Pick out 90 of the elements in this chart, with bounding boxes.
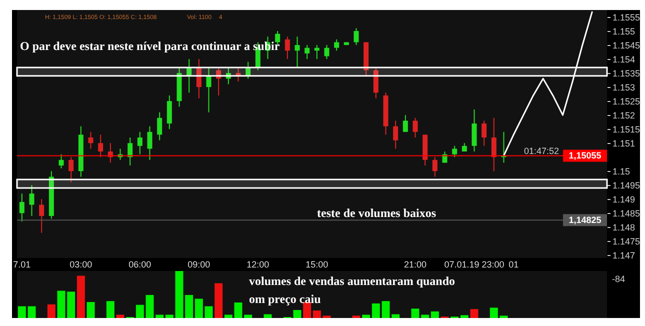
candlestick <box>226 66 231 85</box>
candlestick <box>147 126 152 160</box>
y-tick-label: 1.1545 <box>612 40 640 51</box>
candlestick <box>284 36 290 60</box>
bar <box>76 276 85 318</box>
bar <box>194 298 203 318</box>
bar <box>224 314 232 318</box>
bar <box>28 306 36 318</box>
bar <box>490 308 498 318</box>
x-tick-label: 06:00 <box>128 260 152 270</box>
candlestick <box>393 120 398 150</box>
candlestick <box>402 114 408 132</box>
annotation: teste de volumes baixos <box>317 206 436 220</box>
y-tick-label: 1.1525 <box>612 96 640 107</box>
bar <box>372 303 380 318</box>
bar <box>116 314 124 318</box>
candlestick <box>29 184 34 216</box>
candlestick <box>432 156 438 178</box>
candlestick <box>246 61 251 80</box>
text: -84 <box>612 274 626 284</box>
bar <box>106 301 114 318</box>
bar <box>204 306 213 318</box>
x-tick-label: 07.01.19 23:00 <box>444 260 504 270</box>
candlestick <box>68 156 74 183</box>
y-tick-label: 1.148 <box>612 222 636 233</box>
candlestick <box>137 131 142 155</box>
bar <box>362 314 370 318</box>
candlestick <box>128 137 133 166</box>
bar <box>86 302 95 318</box>
y-tick-label: 1.153 <box>612 82 636 93</box>
bar <box>18 306 26 318</box>
candlestick <box>186 58 192 94</box>
candlestick <box>166 94 172 130</box>
bar <box>214 283 223 318</box>
candlestick <box>236 66 241 82</box>
candlestick <box>206 66 212 113</box>
candlestick <box>157 112 162 141</box>
bar <box>293 310 302 318</box>
bar <box>136 304 144 318</box>
candlestick <box>216 66 222 96</box>
x-tick-label: 15:00 <box>306 260 328 270</box>
y-tick-label: 1.154 <box>612 54 636 65</box>
bar <box>470 309 478 318</box>
bar <box>312 310 321 318</box>
y-tick-label: 1.1485 <box>612 208 640 219</box>
bar <box>460 315 468 318</box>
candlestick <box>58 154 64 169</box>
candlestick <box>354 28 359 46</box>
x-tick-label: 12:00 <box>246 260 270 270</box>
candlestick <box>304 44 310 60</box>
candlestick <box>334 38 340 52</box>
x-tick-label: 03:00 <box>70 260 92 270</box>
x-tick-label: 7.01 <box>13 260 31 270</box>
candlestick <box>294 36 300 68</box>
candlestick <box>39 198 44 234</box>
y-tick-label: 1.1535 <box>612 68 640 79</box>
x-tick-label: 21:00 <box>404 260 427 270</box>
candlestick <box>472 108 477 152</box>
bar <box>430 311 439 318</box>
bar <box>47 304 56 318</box>
annotation: 01:47:52 <box>524 146 559 156</box>
y-tick-label: 1.151 <box>612 138 636 149</box>
y-tick-label: 1.152 <box>612 110 636 121</box>
x-tick-label: 09:00 <box>188 260 210 270</box>
y-tick-label: 1.149 <box>612 194 636 205</box>
candlestick <box>491 117 496 172</box>
y-tick-label: 1.1495 <box>612 180 640 191</box>
bar <box>303 302 312 318</box>
candlestick <box>98 134 104 158</box>
ref-line-label: 1,14825 <box>568 215 602 226</box>
y-tick-label: 1.147 <box>612 250 636 261</box>
candlestick <box>88 131 94 150</box>
candlestick <box>324 44 330 60</box>
annotation: om preço caiu <box>249 292 322 306</box>
y-tick-label: 1.1515 <box>612 124 640 135</box>
ref-line-label: 1,15055 <box>568 150 602 161</box>
bar <box>165 314 174 318</box>
candlestick <box>482 120 487 146</box>
candlestick <box>196 58 202 99</box>
candlestick <box>373 66 378 99</box>
candlestick <box>452 145 458 158</box>
y-tick-label: 1.1555 <box>612 12 640 23</box>
candlestick <box>19 193 24 222</box>
annotation: volumes de vendas aumentaram quando <box>249 274 456 288</box>
y-tick-label: 1.1475 <box>612 236 640 247</box>
x-tick-label: 01 <box>508 260 519 270</box>
y-tick-label: 1.15 <box>612 166 630 177</box>
candlestick <box>412 117 418 138</box>
y-tick-label: 1.155 <box>612 26 636 37</box>
bar <box>264 314 272 318</box>
